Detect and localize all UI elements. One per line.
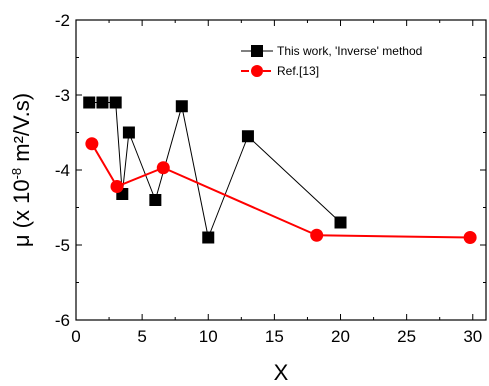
y-axis-title-exponent: -8 xyxy=(9,168,24,180)
legend-marker-ref13 xyxy=(251,65,263,77)
legend-label-ref13: Ref.[13] xyxy=(277,64,319,78)
legend: This work, 'Inverse' method Ref.[13] xyxy=(241,44,422,78)
data-point-this-work xyxy=(334,216,347,229)
legend-label-this-work: This work, 'Inverse' method xyxy=(277,44,422,58)
x-tick-label: 0 xyxy=(71,327,80,346)
data-point-this-work xyxy=(241,130,254,143)
y-axis-title-main: μ (x 10 xyxy=(9,179,34,247)
x-tick-label: 25 xyxy=(397,327,416,346)
y-tick-label: -3 xyxy=(55,86,70,105)
data-point-ref13 xyxy=(463,231,477,244)
x-tick-label: 15 xyxy=(265,327,284,346)
y-axis-title-unit: m²/V.s) xyxy=(9,93,34,168)
data-point-ref13 xyxy=(156,161,170,175)
data-point-this-work xyxy=(122,126,135,139)
data-point-this-work xyxy=(175,100,188,113)
data-point-this-work xyxy=(202,231,215,244)
y-tick-label: -5 xyxy=(55,236,70,255)
y-axis-title: μ (x 10-8 m²/V.s) xyxy=(9,93,34,247)
x-axis-title: X xyxy=(274,360,289,385)
series-line-ref13 xyxy=(91,143,471,239)
data-point-this-work xyxy=(83,96,96,109)
data-point-this-work xyxy=(96,96,109,109)
x-tick-label: 30 xyxy=(463,327,482,346)
series-markers xyxy=(83,96,477,244)
data-point-ref13 xyxy=(310,228,324,242)
legend-marker-this-work xyxy=(251,45,263,57)
y-tick-label: -2 xyxy=(55,11,70,30)
data-point-ref13 xyxy=(110,180,124,193)
y-tick-label: -4 xyxy=(55,161,70,180)
axis-tick-labels: 0 5 10 15 20 25 30 -6 -5 -4 -3 -2 xyxy=(55,11,482,346)
x-tick-label: 20 xyxy=(331,327,350,346)
data-point-this-work xyxy=(116,188,129,200)
axis-ticks xyxy=(75,19,486,321)
data-point-ref13 xyxy=(85,137,99,151)
series-lines xyxy=(89,102,471,239)
data-point-this-work xyxy=(109,96,122,109)
x-tick-label: 5 xyxy=(137,327,146,346)
x-tick-label: 10 xyxy=(199,327,218,346)
data-point-this-work xyxy=(149,194,162,206)
series-line-this-work xyxy=(89,102,341,238)
y-tick-label: -6 xyxy=(55,311,70,330)
